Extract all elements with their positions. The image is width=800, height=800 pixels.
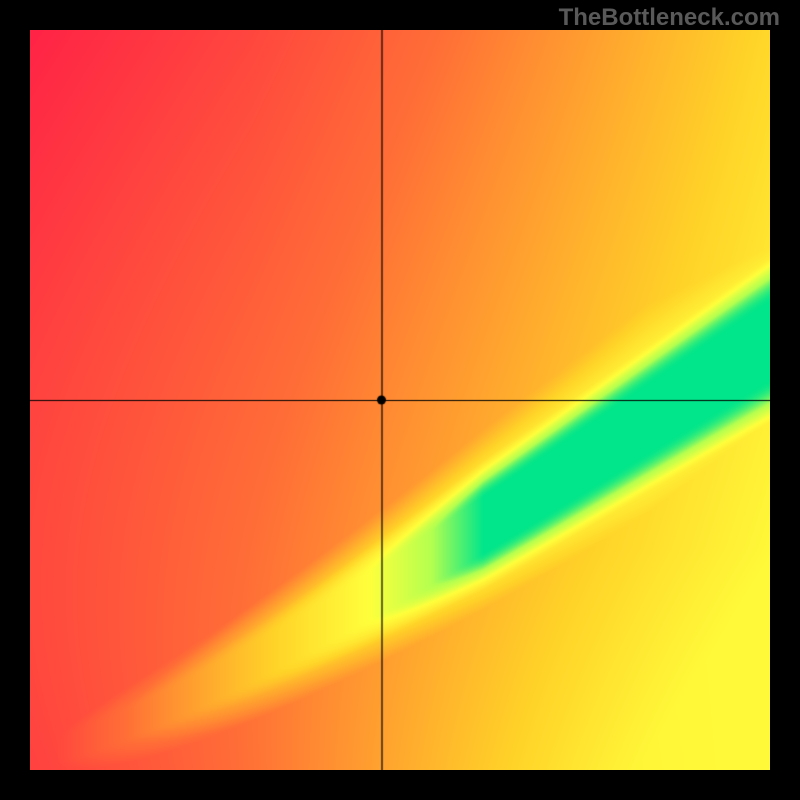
bottleneck-heatmap bbox=[30, 30, 770, 770]
watermark-text: TheBottleneck.com bbox=[559, 4, 780, 32]
